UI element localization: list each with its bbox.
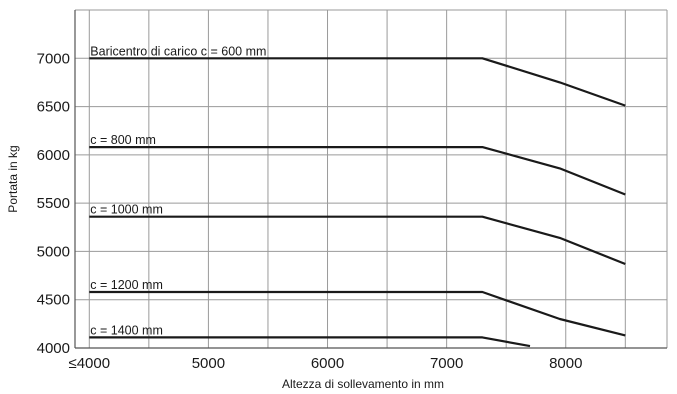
- x-tick-label: 5000: [192, 355, 225, 372]
- y-tick-label: 5000: [37, 243, 70, 260]
- series-line-2: [89, 215, 626, 266]
- x-axis-title: Altezza di sollevamento in mm: [282, 377, 444, 391]
- y-tick-label: 5500: [37, 195, 70, 212]
- tick-labels: 4000 4500 5000 5500 6000 6500 7000 ≤4000 5000 600…: [37, 50, 583, 372]
- x-tick-label: 7000: [430, 355, 463, 372]
- y-tick-label: 4000: [37, 340, 70, 357]
- series-label-0: Baricentro di carico c = 600 mm: [90, 44, 266, 58]
- y-axis-title: Portata in kg: [6, 145, 20, 212]
- y-tick-label: 6500: [37, 99, 70, 116]
- series-line-4: [89, 336, 531, 348]
- grid: [75, 9, 668, 349]
- series-label-1: c = 800 mm: [90, 133, 156, 147]
- x-tick-label: 8000: [549, 355, 582, 372]
- axes: [74, 10, 667, 349]
- series-labels: Baricentro di carico c = 600 mm c = 800 m…: [90, 44, 266, 337]
- y-tick-label: 4500: [37, 292, 70, 309]
- y-tick-label: 6000: [37, 147, 70, 164]
- y-tick-label: 7000: [37, 50, 70, 67]
- x-tick-label: 6000: [311, 355, 344, 372]
- series-label-2: c = 1000 mm: [90, 203, 163, 217]
- series-label-3: c = 1200 mm: [90, 278, 163, 292]
- series-lines: [89, 57, 626, 348]
- x-tick-label: ≤4000: [68, 355, 110, 372]
- series-label-4: c = 1400 mm: [90, 323, 163, 337]
- series-line-1: [89, 146, 626, 196]
- series-line-0: [89, 57, 626, 107]
- series-line-3: [89, 290, 626, 337]
